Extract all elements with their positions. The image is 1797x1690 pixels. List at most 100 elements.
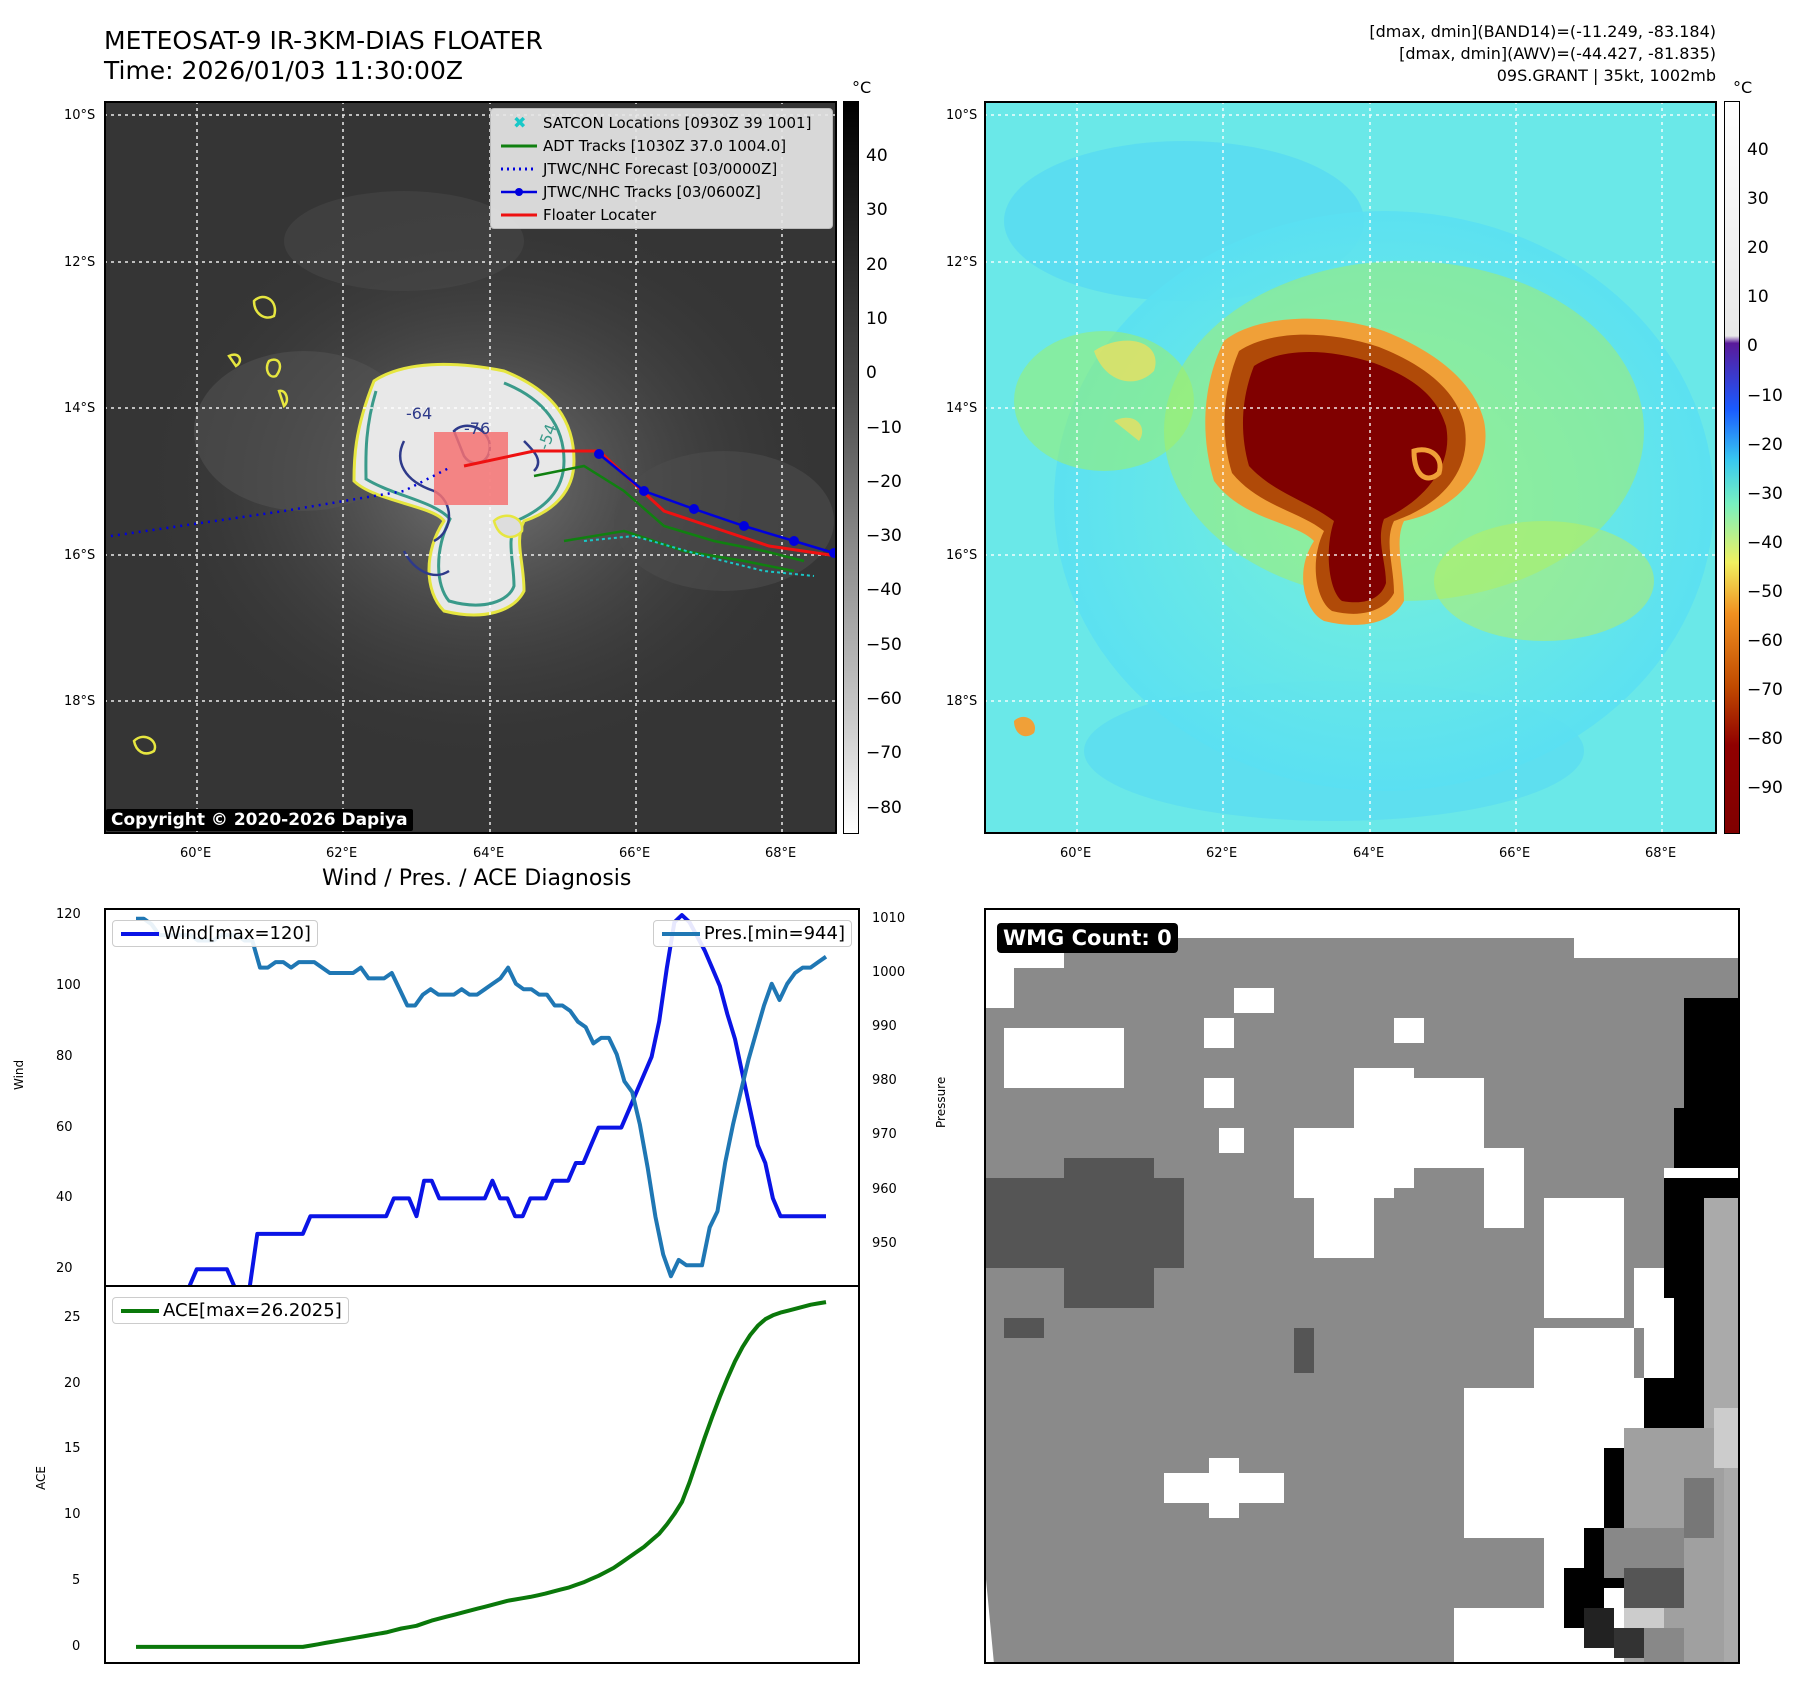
legend-forecast: JTWC/NHC Forecast [03/0000Z] (491, 157, 832, 180)
satcon-x-icon: ✖ (513, 113, 526, 132)
pressure-legend: Pres.[min=944] (652, 920, 852, 947)
ir-colorbar-tick: −70 (866, 743, 902, 764)
pressure-tick-label: 960 (872, 1181, 897, 1197)
pressure-tick-label: 990 (872, 1019, 897, 1035)
wv-lat-tick: 14°S (946, 401, 978, 416)
wv-lat-tick: 10°S (946, 108, 978, 123)
wv-colorbar-tick: −30 (1747, 483, 1783, 504)
ir-colorbar-tick: −10 (866, 417, 902, 438)
wv-colorbar-tick: −80 (1747, 729, 1783, 750)
info-storm: 09S.GRANT | 35kt, 1002mb (1496, 66, 1716, 85)
ir-colorbar-tick: −50 (866, 634, 902, 655)
ir-colorbar-tick: −60 (866, 689, 902, 709)
ir-colorbar-tick: −30 (866, 526, 902, 547)
ir-colorbar-unit: °C (852, 78, 872, 97)
diagnosis-title: Wind / Pres. / ACE Diagnosis (322, 866, 632, 891)
ace-frame (104, 1285, 860, 1664)
legend-satcon: ✖ SATCON Locations [0930Z 39 1001] (491, 111, 832, 134)
jtwc-track-icon (501, 188, 537, 196)
ir-colorbar-tick: 40 (866, 146, 888, 166)
wind-legend-label: Wind[max=120] (163, 923, 311, 944)
ir-lat-tick: 12°S (64, 255, 96, 270)
pressure-legend-line-icon (661, 931, 700, 936)
wv-colorbar-tick: 0 (1747, 336, 1758, 357)
legend-jtwc-tracks-label: JTWC/NHC Tracks [03/0600Z] (543, 182, 761, 201)
wv-map-image (984, 101, 1717, 834)
wind-tick-label: 80 (56, 1048, 73, 1064)
wmg-panel: WMG Count: 0 (984, 908, 1740, 1664)
map-legend: ✖ SATCON Locations [0930Z 39 1001] ADT T… (490, 108, 833, 229)
ir-lon-tick: 64°E (473, 846, 505, 861)
ir-colorbar-tick: −20 (866, 471, 902, 492)
ir-colorbar-tick: 0 (866, 363, 877, 384)
adt-line-icon (501, 144, 537, 148)
wmg-image (984, 908, 1740, 1664)
wind-pressure-plot: Wind[max=120] Pres.[min=944] (104, 908, 860, 1289)
ace-tick-label: 15 (64, 1441, 81, 1457)
wv-colorbar-tick: 10 (1747, 287, 1769, 308)
wv-lon-tick: 68°E (1645, 846, 1677, 861)
wv-map-frame (984, 101, 1717, 834)
wv-colorbar-tick: −70 (1747, 680, 1783, 701)
ace-tick-label: 5 (72, 1573, 81, 1589)
ir-lon-tick: 62°E (326, 846, 358, 861)
figure-title: METEOSAT-9 IR-3KM-DIAS FLOATER (104, 26, 543, 55)
wv-colorbar (1724, 101, 1740, 834)
wind-tick-label: 40 (56, 1190, 73, 1206)
wv-colorbar-tick: 30 (1747, 189, 1769, 210)
wind-series-line (136, 913, 826, 1289)
wind-legend: Wind[max=120] (112, 920, 318, 947)
wind-pressure-frame (104, 908, 860, 1287)
wv-colorbar-tick: 20 (1747, 238, 1769, 259)
wv-colorbar-tick: −40 (1747, 532, 1783, 553)
copyright-label: Copyright © 2020-2026 Dapiya (106, 809, 413, 831)
legend-adt-label: ADT Tracks [1030Z 37.0 1004.0] (543, 136, 787, 155)
wv-lat-tick: 12°S (946, 255, 978, 270)
legend-jtwc-tracks: JTWC/NHC Tracks [03/0600Z] (491, 180, 832, 203)
ir-colorbar-tick: 30 (866, 200, 888, 221)
ir-lon-tick: 68°E (765, 846, 797, 861)
ir-lat-tick: 10°S (64, 108, 96, 123)
forecast-dotted-icon (501, 167, 537, 171)
wv-lat-tick: 16°S (946, 548, 978, 563)
info-awv: [dmax, dmin](AWV)=(-44.427, -81.835) (1399, 44, 1716, 63)
ace-legend-line-icon (121, 1308, 159, 1313)
ace-tick-label: 25 (64, 1309, 81, 1325)
contour-label-76: -76 (464, 419, 490, 438)
legend-floater-label: Floater Locater (543, 205, 657, 224)
ir-lon-tick: 60°E (180, 846, 212, 861)
legend-adt: ADT Tracks [1030Z 37.0 1004.0] (491, 134, 832, 157)
wind-legend-line-icon (121, 931, 159, 936)
ace-axis-label: ACE (34, 1466, 48, 1490)
ir-lon-tick: 66°E (619, 846, 651, 861)
floater-line-icon (501, 213, 537, 217)
ir-map-frame (104, 101, 837, 834)
wv-map-panel (984, 101, 1717, 834)
ir-lat-tick: 16°S (64, 548, 96, 563)
wind-tick-label: 100 (56, 977, 81, 993)
wv-colorbar-tick: −90 (1747, 778, 1783, 799)
wv-colorbar-tick: −60 (1747, 631, 1783, 651)
wind-axis-label: Wind (12, 1059, 26, 1090)
ir-lat-tick: 14°S (64, 401, 96, 416)
wv-colorbar-tick: −20 (1747, 434, 1783, 455)
ir-lat-tick: 18°S (64, 694, 96, 709)
ace-svg (136, 1300, 827, 1649)
wv-lon-tick: 66°E (1499, 846, 1531, 861)
wv-colorbar-tick: −50 (1747, 581, 1783, 602)
wv-colorbar-tick: 40 (1747, 140, 1769, 160)
ace-legend: ACE[max=26.2025] (112, 1297, 349, 1324)
wv-lon-tick: 64°E (1353, 846, 1385, 861)
contour-label-64: -64 (406, 404, 432, 423)
ace-plot: ACE[max=26.2025] (104, 1285, 860, 1664)
pressure-legend-label: Pres.[min=944] (703, 923, 845, 944)
pressure-tick-label: 980 (872, 1073, 897, 1089)
ir-colorbar-tick: −40 (866, 580, 902, 601)
wind-tick-label: 120 (56, 907, 81, 923)
wv-colorbar-tick: −10 (1747, 385, 1783, 406)
ir-map-panel: -64 -76 -54 ✖ SATCON Locations [0930Z 39… (103, 101, 839, 834)
svg-text:✖: ✖ (513, 113, 526, 132)
ace-tick-label: 0 (72, 1638, 81, 1654)
pressure-tick-label: 950 (872, 1235, 897, 1251)
pressure-tick-label: 970 (872, 1127, 897, 1143)
